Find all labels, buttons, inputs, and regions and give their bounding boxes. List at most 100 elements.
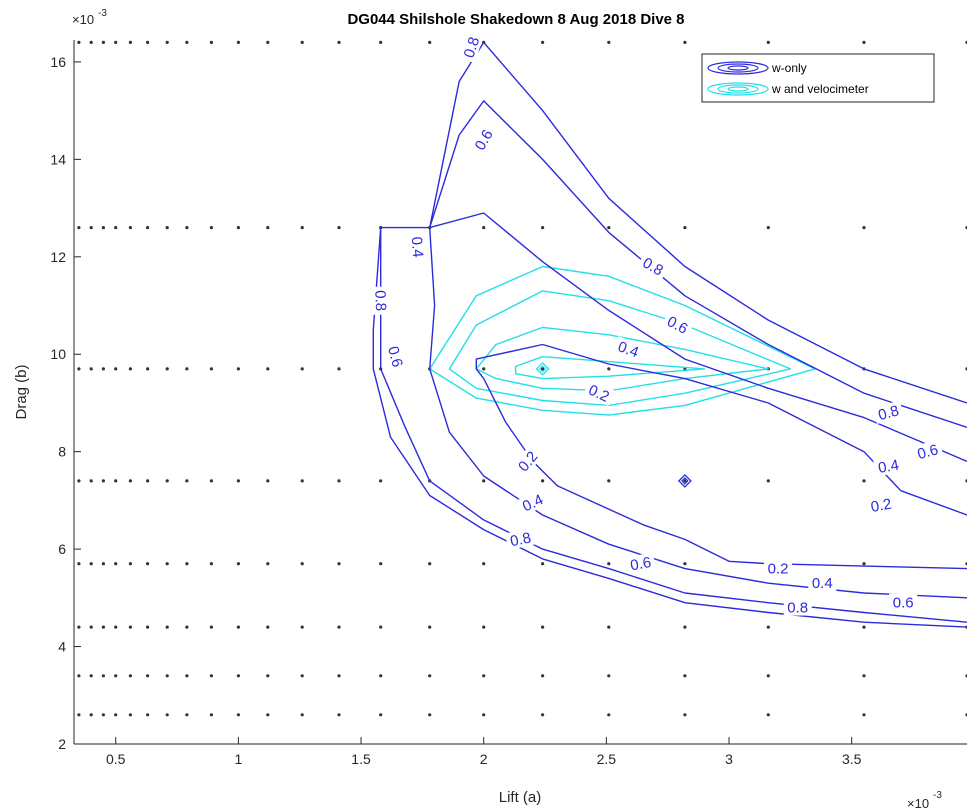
grid-point [862, 562, 866, 566]
contour-label-bg [372, 286, 391, 315]
grid-point [236, 674, 240, 678]
grid-point [236, 713, 240, 717]
contour-label-bg [384, 340, 408, 373]
contour-label: 0.8 [509, 529, 533, 550]
grid-point [128, 674, 132, 678]
grid-point [101, 226, 105, 230]
contour-label-bg [516, 488, 549, 517]
grid-point [541, 40, 545, 45]
contour-label: 0.6 [629, 554, 652, 574]
grid-point [541, 674, 545, 678]
grid-point [101, 479, 105, 483]
grid-point [337, 674, 341, 678]
w-only-optimum-marker [677, 473, 692, 488]
grid-point [862, 226, 866, 230]
grid-point [266, 367, 270, 371]
grid-point [337, 40, 341, 45]
contour-label: 0.8 [461, 35, 484, 60]
y-exponent: ×10 -3 [72, 8, 107, 27]
y-tick-label: 10 [50, 346, 66, 362]
grid-point [965, 226, 967, 230]
grid-point [541, 625, 545, 629]
contour-label-bg [458, 31, 484, 64]
contour-label-bg [504, 527, 536, 551]
grid-point [236, 226, 240, 230]
y-exponent-base: ×10 [72, 12, 94, 27]
grid-point [337, 562, 341, 566]
grid-point [209, 713, 213, 717]
x-tick-label: 2 [480, 751, 488, 767]
grid-point [101, 625, 105, 629]
contour-label: 0.4 [408, 236, 427, 258]
x-tick-label: 0.5 [106, 751, 126, 767]
velocimeter-contour-0-6 [448, 290, 792, 407]
grid-point [146, 367, 150, 371]
grid-point [89, 226, 93, 230]
x-exponent-base: ×10 [907, 796, 929, 811]
y-tick-label: 16 [50, 54, 66, 70]
grid-point [236, 40, 240, 45]
grid-point [379, 562, 383, 566]
grid-point [683, 674, 687, 678]
grid-point [683, 713, 687, 717]
grid-point [683, 40, 687, 45]
grid-point [101, 367, 105, 371]
grid-point [862, 479, 866, 483]
grid-point [862, 674, 866, 678]
contour-label-bg [582, 379, 616, 407]
grid-point [428, 713, 432, 717]
contour-label: 0.8 [787, 600, 808, 617]
w-only-contour-0-8 [429, 41, 967, 404]
grid-point [146, 562, 150, 566]
x-axis-ticks: 0.5 1 1.5 2 2.5 3 3.5 [106, 737, 862, 767]
w-only-contour-0-2 [475, 343, 967, 570]
legend-swatch-w-and-velocimeter [707, 82, 769, 96]
grid-point [607, 562, 611, 566]
contour-label-bg [636, 251, 670, 281]
grid-point [114, 40, 118, 45]
grid-point [146, 674, 150, 678]
grid-point [165, 226, 169, 230]
grid-point [236, 367, 240, 371]
grid-point [185, 226, 189, 230]
x-tick-label: 2.5 [597, 751, 617, 767]
grid-point [128, 625, 132, 629]
grid-point [101, 562, 105, 566]
grid-point [337, 479, 341, 483]
grid-point [77, 226, 81, 230]
contour-label-bg [661, 310, 695, 339]
grid-point [300, 562, 304, 566]
velocimeter-optimum-marker [535, 361, 550, 376]
grid-point [482, 713, 486, 717]
x-exponent: ×10 -3 [907, 790, 942, 811]
grid-point [965, 713, 967, 717]
w-only-contour-0-6 [429, 100, 967, 428]
grid-point [236, 479, 240, 483]
contour-label: 0.6 [384, 345, 406, 370]
grid-point [607, 367, 611, 371]
grid-point [607, 226, 611, 230]
optimum-markers [535, 361, 692, 488]
x-tick-label: 3 [725, 751, 733, 767]
contour-label: 0.6 [893, 595, 914, 612]
grid-point [482, 562, 486, 566]
grid-point [379, 625, 383, 629]
grid-point [965, 367, 967, 371]
grid-point [965, 674, 967, 678]
y-tick-label: 2 [58, 736, 66, 752]
grid-point [541, 479, 545, 483]
grid-point [165, 625, 169, 629]
contour-label-bg [872, 400, 905, 425]
grid-point [89, 713, 93, 717]
grid-point [89, 625, 93, 629]
grid-point [185, 367, 189, 371]
grid-point [77, 479, 81, 483]
grid-point [300, 713, 304, 717]
legend-label-w-only: w-only [771, 61, 807, 75]
grid-point [428, 625, 432, 629]
grid-point [300, 40, 304, 45]
grid-point [128, 713, 132, 717]
grid-point [607, 479, 611, 483]
grid-point [146, 479, 150, 483]
grid-point [766, 674, 770, 678]
